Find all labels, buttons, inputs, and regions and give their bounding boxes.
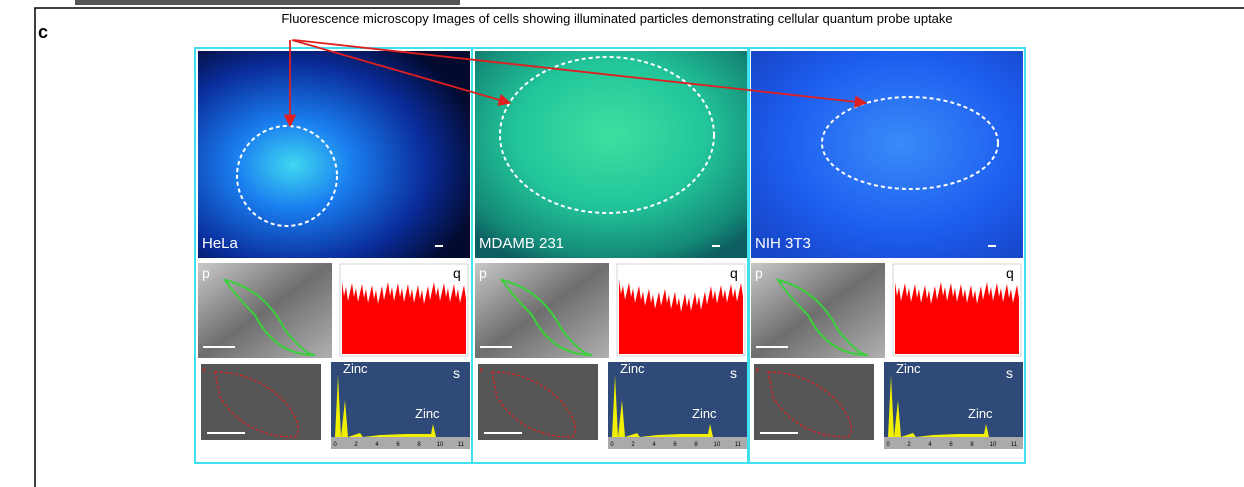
panel-label: c xyxy=(38,22,48,42)
fluorescence-image xyxy=(475,51,747,258)
figure: c Fluorescence microscopy Images of cell… xyxy=(0,0,1244,487)
scale-bar xyxy=(435,245,443,247)
eds-axis xyxy=(608,437,747,449)
peak-label: Zinc xyxy=(968,406,993,421)
cell-line-label: NIH 3T3 xyxy=(755,235,811,252)
scale-bar xyxy=(203,346,235,348)
scale-bar xyxy=(484,432,522,434)
peak-label: Zinc xyxy=(620,361,645,376)
fluorescence-image xyxy=(198,51,470,258)
image-label: p xyxy=(755,265,763,281)
fluorescence-image xyxy=(751,51,1023,258)
cell-line-label: HeLa xyxy=(202,235,239,252)
image-label: q xyxy=(453,265,461,281)
peak-label: Zinc xyxy=(692,406,717,421)
eds-tick-label: 10 xyxy=(437,442,444,448)
image-label: r xyxy=(480,365,483,375)
eds-tick-label: 11 xyxy=(735,442,742,448)
sem-image xyxy=(754,364,874,440)
scale-bar xyxy=(712,245,720,247)
sem-image xyxy=(201,364,321,440)
image-label: s xyxy=(1006,365,1013,381)
image-label: r xyxy=(756,365,759,375)
image-label: s xyxy=(453,365,460,381)
cropped-image-strip xyxy=(75,0,460,5)
caption: Fluorescence microscopy Images of cells … xyxy=(281,11,952,26)
eds-tick-label: 11 xyxy=(458,442,465,448)
scale-bar xyxy=(760,432,798,434)
eds-tick-label: 11 xyxy=(1011,442,1018,448)
peak-label: Zinc xyxy=(896,361,921,376)
peak-label: Zinc xyxy=(343,361,368,376)
scale-bar xyxy=(756,346,788,348)
eds-axis xyxy=(884,437,1023,449)
peak-label: Zinc xyxy=(415,406,440,421)
scale-bar xyxy=(988,245,996,247)
image-label: r xyxy=(203,365,206,375)
eds-tick-label: 10 xyxy=(990,442,997,448)
sem-image xyxy=(751,263,885,358)
sem-image xyxy=(478,364,598,440)
image-label: p xyxy=(202,265,210,281)
scale-bar xyxy=(207,432,245,434)
cell-line-label: MDAMB 231 xyxy=(479,235,564,252)
image-label: p xyxy=(479,265,487,281)
eds-axis xyxy=(331,437,470,449)
scale-bar xyxy=(480,346,512,348)
image-label: q xyxy=(730,265,738,281)
image-label: s xyxy=(730,365,737,381)
sem-image xyxy=(475,263,609,358)
image-label: q xyxy=(1006,265,1014,281)
sem-image xyxy=(198,263,332,358)
eds-tick-label: 10 xyxy=(714,442,721,448)
